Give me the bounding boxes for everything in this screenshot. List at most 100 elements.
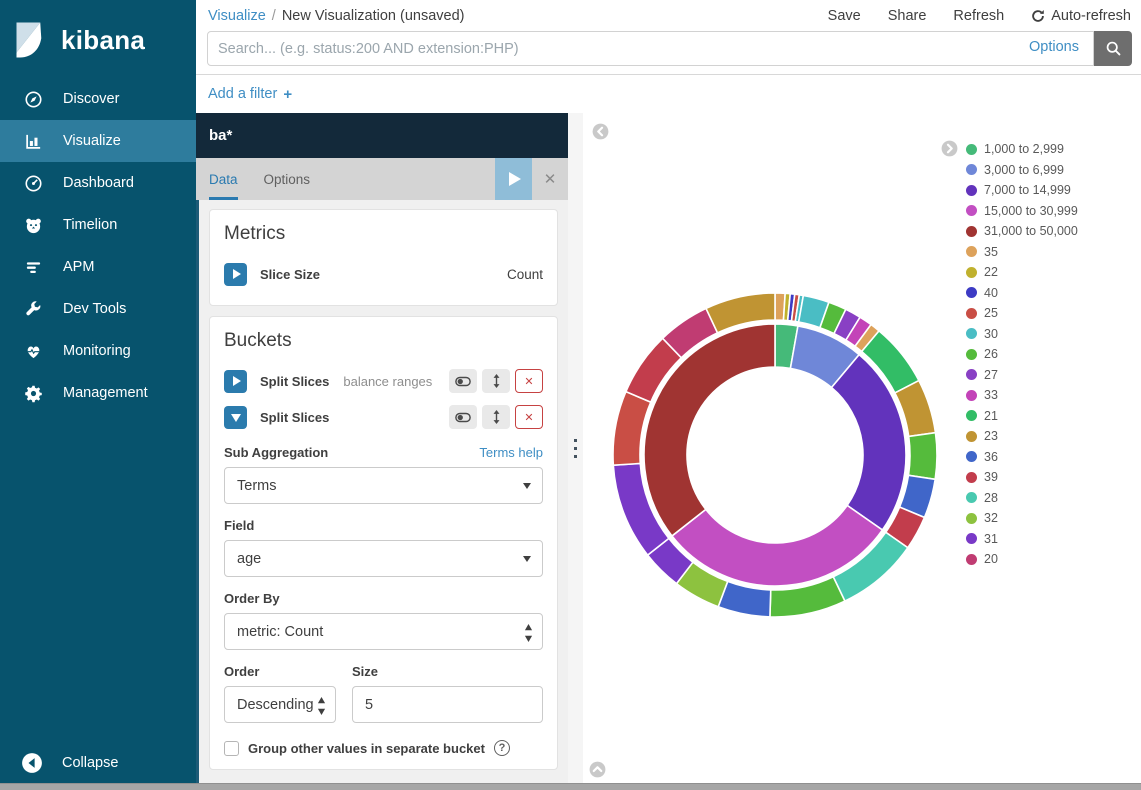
metric-label[interactable]: Slice Size [260, 266, 320, 282]
legend-item[interactable]: 30 [966, 324, 1078, 345]
legend-item[interactable]: 39 [966, 467, 1078, 488]
collapse-icon [21, 752, 43, 774]
legend-item[interactable]: 23 [966, 426, 1078, 447]
size-input[interactable] [352, 686, 543, 723]
legend-dot-icon [966, 389, 977, 401]
breadcrumb-visualize-link[interactable]: Visualize [208, 8, 266, 24]
terms-help-link[interactable]: Terms help [479, 445, 543, 460]
chevron-left-icon [592, 123, 609, 140]
expand-metric-button[interactable] [224, 262, 247, 286]
legend-label: 7,000 to 14,999 [984, 183, 1071, 198]
collapse-agg-button[interactable] [224, 405, 247, 429]
legend-item[interactable]: 15,000 to 30,999 [966, 201, 1078, 222]
sidebar-item-discover[interactable]: Discover [0, 78, 196, 120]
metric-row-slice-size: Slice Size Count [224, 256, 543, 292]
legend-item[interactable]: 35 [966, 242, 1078, 263]
legend-item[interactable]: 20 [966, 549, 1078, 570]
play-icon [509, 172, 521, 186]
order-by-select[interactable]: metric: Count [224, 613, 543, 650]
pie-slice-26[interactable] [907, 431, 938, 481]
tab-options[interactable]: Options [263, 171, 311, 187]
legend-item[interactable]: 26 [966, 344, 1078, 365]
legend-label: 25 [984, 306, 998, 321]
add-filter-link[interactable]: Add a filter [208, 86, 278, 102]
legend-dot-icon [966, 410, 977, 422]
collapse-editor-button[interactable] [592, 123, 609, 140]
legend-item[interactable]: 36 [966, 447, 1078, 468]
kibana-logo[interactable]: kibana [0, 0, 196, 78]
management-icon [24, 384, 43, 403]
sidebar-item-timelion[interactable]: Timelion [0, 204, 196, 246]
tab-data[interactable]: Data [209, 158, 238, 200]
discard-changes-button[interactable]: ✕ [543, 171, 557, 188]
legend-item[interactable]: 1,000 to 2,999 [966, 139, 1078, 160]
collapse-bottom-button[interactable] [589, 761, 606, 778]
apply-changes-button[interactable] [495, 158, 532, 200]
search-button[interactable] [1094, 31, 1132, 66]
disable-agg-toggle[interactable] [449, 369, 477, 393]
legend-item[interactable]: 21 [966, 406, 1078, 427]
add-filter-plus-icon[interactable]: + [283, 85, 293, 103]
bucket-agg-row: Split Slices balance ranges ✕ [224, 363, 543, 399]
sub-aggregation-select[interactable]: Terms [224, 467, 543, 504]
top-bar: Visualize / New Visualization (unsaved) Sa… [196, 0, 1141, 75]
legend-item[interactable]: 22 [966, 262, 1078, 283]
legend-dot-icon [966, 307, 977, 319]
buckets-card: Buckets Split Slices balance ranges ✕ Split… [209, 316, 558, 770]
metric-value: Count [506, 266, 543, 282]
legend-item[interactable]: 40 [966, 283, 1078, 304]
help-question-icon[interactable]: ? [493, 740, 510, 756]
order-select[interactable]: Descending [224, 686, 336, 723]
legend-label: 30 [984, 326, 998, 341]
legend-item[interactable]: 31 [966, 529, 1078, 550]
field-label: Field [224, 518, 255, 533]
legend-item[interactable]: 33 [966, 385, 1078, 406]
search-input[interactable] [207, 31, 1094, 66]
move-agg-button[interactable] [482, 405, 510, 429]
field-select[interactable]: age [224, 540, 543, 577]
legend-label: 15,000 to 30,999 [984, 203, 1078, 218]
editor-body: Metrics Slice Size Count Buckets Split S… [196, 200, 568, 783]
legend-item[interactable]: 25 [966, 303, 1078, 324]
legend-item[interactable]: 27 [966, 365, 1078, 386]
sidebar-item-label: Monitoring [63, 343, 131, 359]
bucket-agg-rows: Split Slices balance ranges ✕ Split Slices ✕ [224, 363, 543, 435]
expand-agg-button[interactable] [224, 369, 247, 393]
search-options-link[interactable]: Options [1029, 39, 1079, 55]
pie-slice-23[interactable] [704, 292, 776, 334]
sidebar-item-dev-tools[interactable]: Dev Tools [0, 288, 196, 330]
agg-label[interactable]: Split Slices [260, 373, 330, 389]
legend-item[interactable]: 31,000 to 50,000 [966, 221, 1078, 242]
auto-refresh-button[interactable]: Auto-refresh [1031, 8, 1131, 24]
sidebar-item-label: APM [63, 259, 95, 275]
visualization-editor: ba* Data Options ✕ Metrics Slice Size Co… [196, 113, 568, 783]
sidebar-item-visualize[interactable]: Visualize [0, 120, 196, 162]
legend-item[interactable]: 7,000 to 14,999 [966, 180, 1078, 201]
pie-slice-31-000-to-50-000[interactable] [643, 323, 776, 538]
share-button[interactable]: Share [887, 8, 927, 24]
agg-label[interactable]: Split Slices [260, 409, 330, 425]
sidebar-item-management[interactable]: Management [0, 372, 196, 414]
save-button[interactable]: Save [827, 8, 861, 24]
refresh-button[interactable]: Refresh [953, 8, 1005, 24]
legend-dot-icon [966, 369, 977, 381]
collapse-legend-button[interactable] [941, 140, 958, 157]
horizontal-scrollbar[interactable] [0, 783, 1141, 790]
legend-item[interactable]: 28 [966, 488, 1078, 509]
remove-agg-button[interactable]: ✕ [515, 405, 543, 429]
group-other-checkbox[interactable] [224, 740, 239, 756]
sidebar-item-monitoring[interactable]: Monitoring [0, 330, 196, 372]
legend-item[interactable]: 32 [966, 508, 1078, 529]
remove-agg-button[interactable]: ✕ [515, 369, 543, 393]
sidebar-item-apm[interactable]: APM [0, 246, 196, 288]
move-agg-button[interactable] [482, 369, 510, 393]
sidebar-item-dashboard[interactable]: Dashboard [0, 162, 196, 204]
legend-dot-icon [966, 512, 977, 524]
disable-agg-toggle[interactable] [449, 405, 477, 429]
breadcrumb-separator: / [271, 8, 276, 24]
sidebar-collapse-button[interactable]: Collapse [0, 752, 196, 774]
legend-item[interactable]: 3,000 to 6,999 [966, 160, 1078, 181]
updown-caret-icon [317, 696, 326, 715]
panel-resizer-handle[interactable] [568, 113, 583, 783]
donut-chart[interactable] [605, 285, 945, 625]
